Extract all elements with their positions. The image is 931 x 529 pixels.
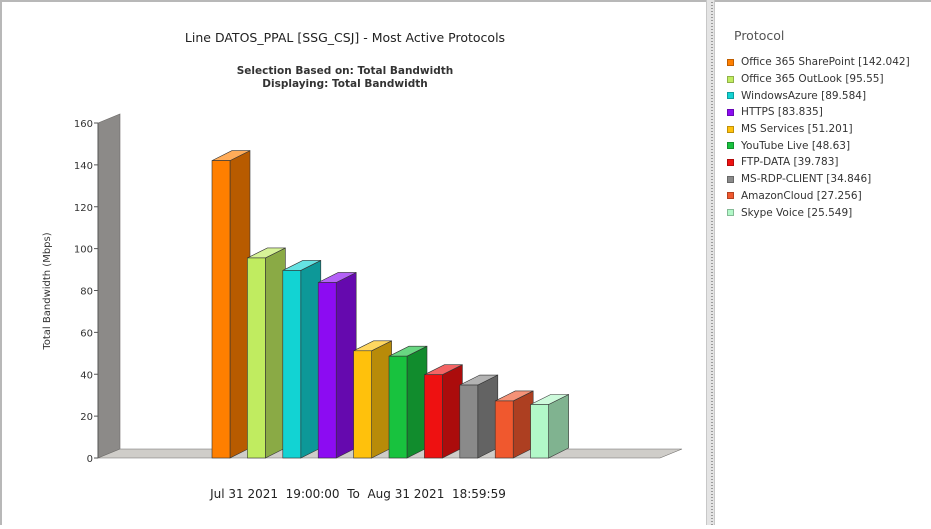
legend-label: WindowsAzure [89.584] [741,89,867,102]
y-tick-label: 80 [80,287,93,298]
legend-swatch [727,58,734,66]
legend-panel: Protocol Office 365 SharePoint [142.042]… [715,0,931,525]
bar-side-face [229,150,251,459]
y-axis-label: Total Bandwidth (Mbps) [42,232,53,350]
chart-subtitle-1: Selection Based on: Total Bandwidth [237,65,454,77]
bar-front-face [247,257,266,459]
legend-list: Office 365 SharePoint [142.042] Office 36… [727,54,910,221]
bar-front-face [353,350,372,459]
chart-title: Line DATOS_PPAL [SSG_CSJ] - Most Active … [185,30,505,45]
legend-item: Skype Voice [25.549] [727,204,910,221]
legend-swatch [727,92,734,100]
bar-windowsazure [282,259,322,459]
legend-item: Office 365 OutLook [95.55] [727,71,910,88]
x-axis-label: Jul 31 2021 19:00:00 To Aug 31 2021 18:5… [209,487,506,501]
bar-side-face [300,259,322,459]
legend-title: Protocol [734,28,785,43]
bar-https [317,271,357,459]
y-ticks: 0 20 40 60 80 100 120 140 160 [74,119,98,465]
legend-swatch [727,192,734,200]
legend-label: FTP-DATA [39.783] [741,156,839,169]
legend-item: WindowsAzure [89.584] [727,87,910,104]
panel-splitter[interactable] [706,0,715,525]
bar-ms-rdp-client [459,374,499,459]
bar-ftp-data [424,364,463,459]
bar-side-face [548,394,569,459]
legend-label: AmazonCloud [27.256] [741,189,862,202]
bar-front-face [424,374,443,459]
legend-label: Office 365 SharePoint [142.042] [741,56,910,69]
legend-swatch [727,175,734,183]
y-tick-label: 160 [74,119,93,130]
bar-side-face [265,247,286,459]
back-wall [97,113,121,459]
legend-label: MS-RDP-CLIENT [34.846] [741,173,872,186]
bar-skype-voice [530,394,569,459]
legend-label: Skype Voice [25.549] [741,206,853,219]
bar-amazoncloud [494,390,534,459]
bar-office-365-outlook [247,247,286,459]
y-tick-label: 40 [80,370,93,381]
y-tick-label: 0 [87,454,93,465]
legend-item: MS Services [51.201] [727,121,910,138]
bar-front-face [282,270,302,459]
bar-side-face [371,340,392,459]
y-tick-label: 100 [74,245,93,256]
chart-subtitle-2: Displaying: Total Bandwidth [262,78,427,90]
bar-office-365-sharepoint [211,150,251,459]
bar-side-face [406,345,428,459]
bar-chart: Line DATOS_PPAL [SSG_CSJ] - Most Active … [42,30,683,501]
bar-youtube-live [388,345,428,459]
legend-swatch [727,158,734,166]
legend-label: MS Services [51.201] [741,123,853,136]
legend-item: HTTPS [83.835] [727,104,910,121]
legend-label: HTTPS [83.835] [741,106,823,119]
bar-front-face [494,400,514,459]
legend-label: YouTube Live [48.63] [741,139,851,152]
bar-front-face [459,384,479,459]
legend-swatch [727,125,734,133]
legend-label: Office 365 OutLook [95.55] [741,73,884,86]
y-tick-label: 120 [74,203,93,214]
legend-swatch [727,108,734,116]
legend-swatch [727,142,734,150]
legend-swatch [727,209,734,217]
bar-side-face [335,271,357,459]
y-tick-label: 140 [74,161,93,172]
bar-front-face [317,282,337,459]
legend-item: FTP-DATA [39.783] [727,154,910,171]
legend-item: AmazonCloud [27.256] [727,188,910,205]
bar-side-face [442,364,463,459]
legend-item: MS-RDP-CLIENT [34.846] [727,171,910,188]
y-tick-label: 20 [80,412,93,423]
bar-front-face [211,160,231,459]
legend-item: YouTube Live [48.63] [727,137,910,154]
bar-front-face [530,404,549,459]
bar-side-face [477,374,499,459]
chart-panel: Line DATOS_PPAL [SSG_CSJ] - Most Active … [0,0,706,525]
bar-front-face [388,355,408,459]
legend-swatch [727,75,734,83]
legend-item: Office 365 SharePoint [142.042] [727,54,910,71]
bars [211,150,569,459]
bar-ms-services [353,340,392,459]
y-tick-label: 60 [80,328,93,339]
bar-side-face [512,390,534,459]
